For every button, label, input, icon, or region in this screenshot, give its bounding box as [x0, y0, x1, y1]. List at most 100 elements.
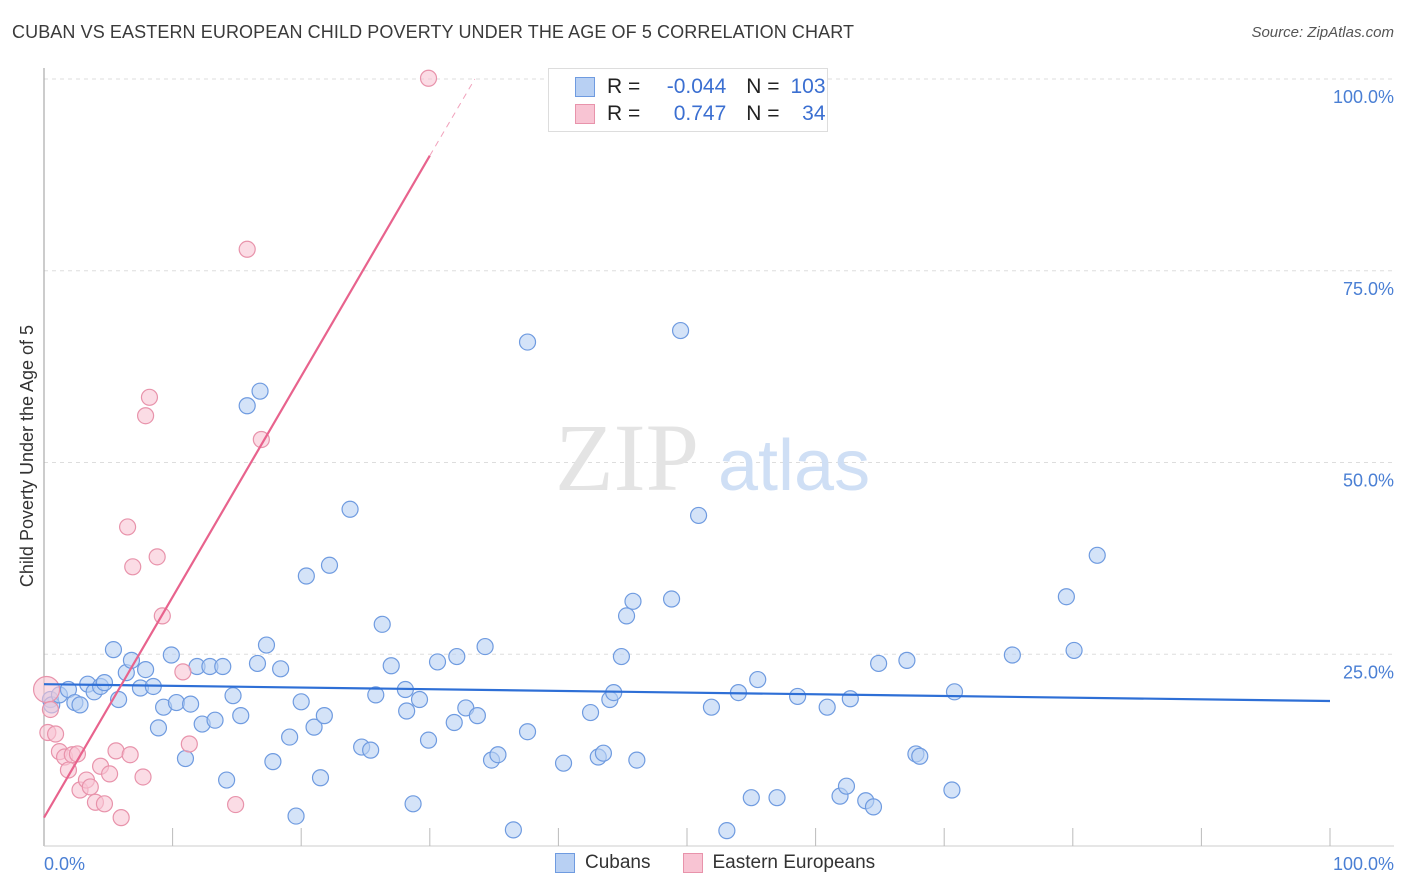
- eastern-trend-extension: [429, 78, 476, 156]
- cuban-point: [1065, 641, 1083, 660]
- cuban-point: [341, 500, 359, 518]
- cuban-point: [1088, 546, 1106, 564]
- eastern-point: [121, 746, 139, 764]
- cuban-point: [362, 741, 380, 759]
- cuban-point: [176, 749, 195, 768]
- cuban-point: [320, 556, 339, 574]
- cuban-point: [136, 660, 155, 679]
- watermark-zip: ZIP: [555, 404, 699, 511]
- eastern-point: [140, 388, 159, 406]
- eastern-point: [95, 795, 114, 813]
- cuban-point: [837, 777, 856, 795]
- r-label: R =: [607, 102, 641, 125]
- cuban-point: [489, 746, 507, 764]
- cuban-point: [476, 637, 494, 656]
- cuban-point: [182, 695, 200, 713]
- x-tick-label-max: 100.0%: [1333, 854, 1394, 874]
- n-value: 34: [802, 102, 826, 125]
- eastern-point: [100, 765, 119, 783]
- cuban-point: [749, 670, 767, 689]
- cuban-point: [943, 781, 961, 799]
- eastern-point: [107, 742, 125, 760]
- cuban-point: [612, 647, 631, 666]
- r-value: -0.044: [666, 75, 727, 98]
- cuban-point: [224, 687, 242, 705]
- x-ticks: [172, 828, 1331, 846]
- cuban-point: [504, 821, 522, 839]
- cuban-point: [898, 651, 916, 669]
- cuban-point: [104, 641, 123, 659]
- cuban-point: [841, 690, 859, 708]
- cuban-point: [662, 590, 681, 608]
- cuban-point: [788, 687, 807, 706]
- cuban-point: [382, 657, 400, 675]
- cuban-point: [419, 731, 438, 749]
- cuban-point: [292, 693, 310, 711]
- eastern-point: [419, 69, 438, 87]
- eastern-point: [46, 725, 65, 743]
- cuban-point: [864, 798, 883, 816]
- eastern-point: [174, 663, 192, 681]
- cubans-swatch: [575, 77, 595, 97]
- y-tick-labels: 100.0% 75.0% 50.0% 25.0%: [1333, 87, 1394, 682]
- eastern-swatch: [575, 104, 595, 124]
- cuban-point: [945, 683, 964, 701]
- cuban-point: [373, 615, 391, 633]
- cubans-legend-label: Cubans: [585, 852, 651, 873]
- cuban-point: [911, 747, 929, 765]
- cuban-point: [581, 703, 600, 722]
- chart-title: CUBAN VS EASTERN EUROPEAN CHILD POVERTY …: [12, 22, 855, 42]
- trend-lines: [43, 78, 1331, 819]
- cuban-point: [305, 718, 323, 736]
- cuban-point: [624, 592, 642, 610]
- y-tick-label: 25.0%: [1343, 662, 1394, 682]
- r-value: 0.747: [673, 102, 727, 125]
- cuban-point: [238, 397, 256, 415]
- cuban-point: [689, 506, 708, 525]
- eastern-point: [112, 809, 130, 827]
- cuban-point: [768, 789, 786, 807]
- cuban-point: [617, 607, 636, 625]
- y-tick-label: 50.0%: [1343, 471, 1394, 491]
- cuban-point: [628, 751, 646, 769]
- cuban-point: [594, 744, 613, 762]
- cuban-point: [518, 333, 537, 351]
- cuban-point: [398, 702, 416, 720]
- eastern-point: [134, 768, 152, 786]
- eastern-point: [41, 700, 60, 719]
- eastern-point: [227, 795, 245, 814]
- cuban-point: [149, 719, 168, 737]
- grid-lines: [44, 78, 1394, 655]
- eastern-point: [118, 518, 137, 536]
- cuban-point: [742, 789, 760, 807]
- cuban-point: [248, 654, 267, 673]
- cuban-point: [95, 674, 114, 692]
- cuban-point: [315, 707, 333, 725]
- cuban-point: [311, 769, 330, 787]
- cuban-point: [671, 321, 690, 340]
- cubans-legend-swatch: [555, 853, 575, 873]
- series-legend: Cubans Eastern Europeans: [555, 852, 875, 874]
- eastern-point: [124, 558, 142, 576]
- cuban-point: [448, 647, 466, 666]
- cuban-point: [214, 657, 232, 676]
- eastern-point: [136, 407, 155, 425]
- source-label: Source: ZipAtlas.com: [1251, 24, 1394, 41]
- cuban-point: [468, 707, 486, 725]
- cuban-point: [218, 771, 236, 789]
- y-tick-label: 100.0%: [1333, 87, 1394, 107]
- cubans-trend-line: [43, 683, 1331, 703]
- r-label: R =: [607, 75, 641, 98]
- cuban-point: [232, 707, 250, 725]
- cuban-point: [554, 754, 573, 772]
- cuban-point: [287, 807, 305, 825]
- eastern-trend-line: [43, 155, 431, 819]
- cuban-point: [428, 653, 447, 671]
- cuban-point: [1003, 646, 1021, 664]
- eastern-point: [238, 240, 256, 258]
- points: [32, 69, 1106, 840]
- eastern-point: [252, 430, 270, 449]
- cuban-point: [162, 646, 180, 664]
